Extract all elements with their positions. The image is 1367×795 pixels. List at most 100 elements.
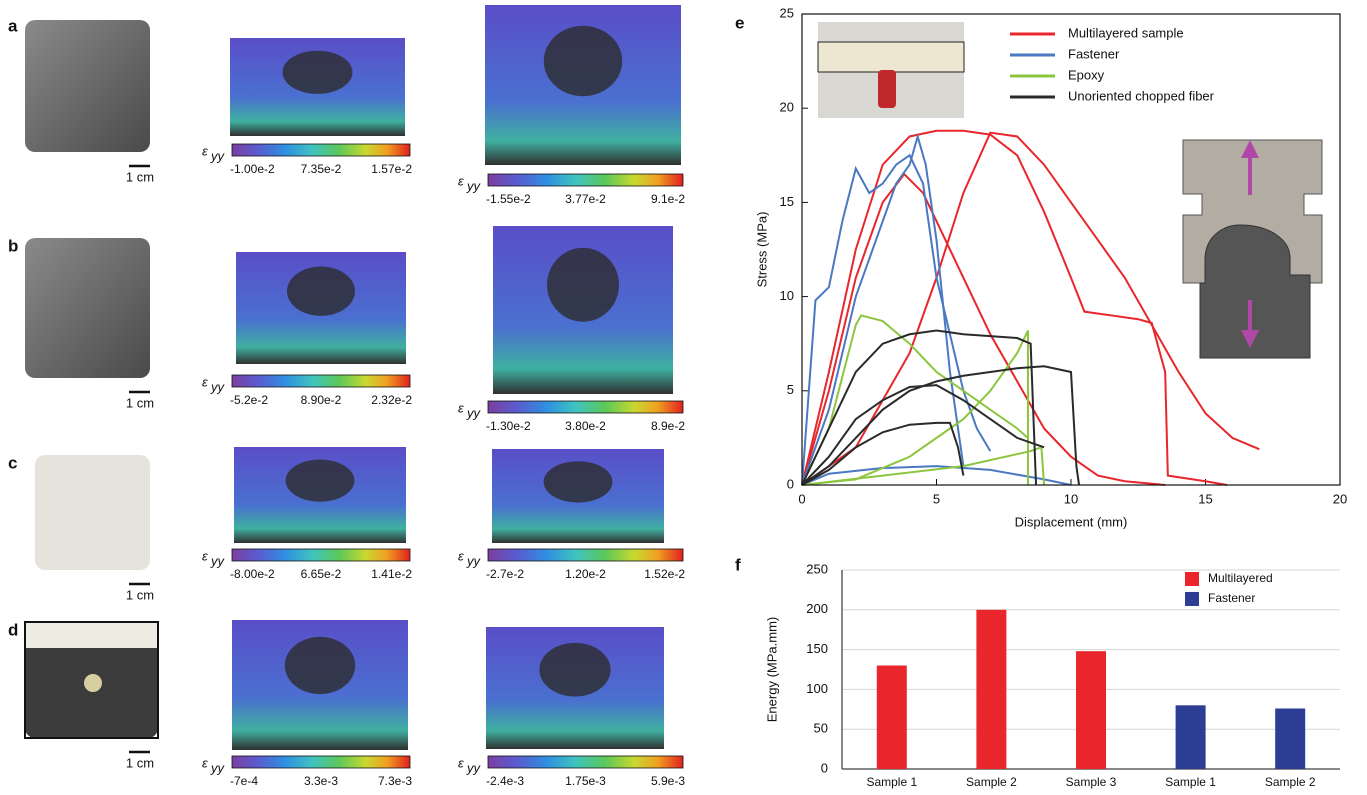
legend-label: Unoriented chopped fiber (1068, 88, 1215, 103)
stress-curve (801, 445, 1046, 486)
x-tick-label: Sample 2 (966, 775, 1017, 789)
legend-label: Multilayered sample (1068, 25, 1184, 40)
colorbar-subscript: yy (466, 553, 482, 568)
colorbar-symbol: ε (202, 548, 208, 563)
x-tick-label: 15 (1198, 491, 1212, 506)
colorbar-tick-label: 3.80e-2 (565, 419, 606, 433)
colorbar-tick-label: 1.52e-2 (644, 567, 685, 581)
colorbar-tick-label: 7.3e-3 (378, 774, 412, 788)
stress-curve (801, 421, 965, 486)
x-tick-label: 20 (1333, 491, 1347, 506)
stress-curve (801, 172, 1166, 486)
x-axis-label: Displacement (mm) (1015, 514, 1128, 529)
colorbar (231, 143, 411, 157)
colorbar-subscript: yy (466, 178, 482, 193)
y-tick-label: 20 (780, 100, 794, 115)
photo-frame (24, 621, 159, 739)
colorbar-tick-label: -1.30e-2 (486, 419, 531, 433)
colorbar-symbol: ε (458, 548, 464, 563)
colorbar (231, 374, 411, 388)
colorbar-tick-label: -1.55e-2 (486, 192, 531, 206)
inset-plate (817, 41, 965, 73)
bar (876, 665, 907, 769)
schematic-bottom (1199, 224, 1311, 359)
colorbar-symbol: ε (458, 400, 464, 415)
specimen-neck (287, 266, 355, 316)
y-tick-label: 15 (780, 194, 794, 209)
specimen-neck (547, 247, 619, 322)
bar (976, 609, 1007, 769)
colorbar-tick-label: 1.20e-2 (565, 567, 606, 581)
stress-curve (801, 131, 1260, 486)
colorbar-tick-label: 8.90e-2 (301, 393, 342, 407)
specimen-neck (285, 459, 355, 502)
x-tick-label: 10 (1064, 491, 1078, 506)
stress-curve (801, 384, 1045, 486)
legend-swatch (1185, 572, 1199, 586)
colorbar-symbol: ε (458, 755, 464, 770)
colorbar-tick-label: 8.9e-2 (651, 419, 685, 433)
specimen-neck (543, 461, 613, 503)
y-tick-label: 150 (806, 641, 828, 656)
inset-fastener (878, 70, 896, 108)
y-tick-label: 250 (806, 561, 828, 576)
panel-label: d (8, 620, 18, 639)
bar (1076, 651, 1106, 769)
x-tick-label: Sample 1 (866, 775, 917, 789)
specimen-neck (539, 642, 611, 697)
colorbar-tick-label: 1.57e-2 (371, 162, 412, 176)
colorbar-subscript: yy (466, 760, 482, 775)
colorbar-symbol: ε (458, 173, 464, 188)
colorbar-tick-label: 9.1e-2 (651, 192, 685, 206)
colorbar-subscript: yy (210, 379, 226, 394)
colorbar-tick-label: -2.7e-2 (486, 567, 524, 581)
plot-frame (801, 13, 1341, 486)
legend-label: Fastener (1208, 591, 1255, 605)
stress-curve (801, 314, 1029, 486)
stress-curve (801, 153, 992, 486)
colorbar-tick-label: 6.65e-2 (301, 567, 342, 581)
colorbar (231, 755, 411, 769)
legend-swatch (1185, 592, 1199, 606)
panel-label: b (8, 236, 18, 255)
colorbar (487, 400, 684, 414)
specimen-neck (282, 50, 353, 94)
panel-label: f (735, 555, 741, 574)
colorbar-tick-label: 5.9e-3 (651, 774, 685, 788)
y-tick-label: 0 (787, 476, 794, 491)
colorbar (487, 173, 684, 187)
colorbar-tick-label: -2.4e-3 (486, 774, 524, 788)
colorbar-tick-label: -7e-4 (230, 774, 258, 788)
y-tick-label: 200 (806, 601, 828, 616)
specimen-neck (284, 636, 356, 695)
colorbar-tick-label: -5.2e-2 (230, 393, 268, 407)
stress-curve (801, 330, 1029, 486)
fastener (84, 674, 102, 692)
colorbar-symbol: ε (202, 143, 208, 158)
specimen-top (25, 622, 158, 648)
arrowhead-up (1241, 140, 1259, 158)
bar (1175, 705, 1206, 769)
stress-curve (801, 132, 965, 486)
y-tick-label: 50 (814, 721, 828, 736)
colorbar-subscript: yy (210, 148, 226, 163)
colorbar-tick-label: -1.00e-2 (230, 162, 275, 176)
specimen-photo (35, 455, 150, 570)
scale-label: 1 cm (126, 169, 154, 184)
y-tick-label: 5 (787, 382, 794, 397)
stress-curve (801, 365, 1081, 486)
colorbar-tick-label: 1.41e-2 (371, 567, 412, 581)
colorbar-tick-label: -8.00e-2 (230, 567, 275, 581)
arrowhead-down (1241, 330, 1259, 348)
colorbar-tick-label: 7.35e-2 (301, 162, 342, 176)
specimen-photo (25, 20, 150, 152)
panel-label: a (8, 16, 18, 35)
colorbar-tick-label: 2.32e-2 (371, 393, 412, 407)
y-axis-label: Energy (MPa.mm) (764, 617, 779, 722)
y-tick-label: 100 (806, 681, 828, 696)
scale-label: 1 cm (126, 755, 154, 770)
panel-label: e (735, 13, 744, 32)
x-tick-label: 5 (933, 491, 940, 506)
panel-label: c (8, 453, 17, 472)
